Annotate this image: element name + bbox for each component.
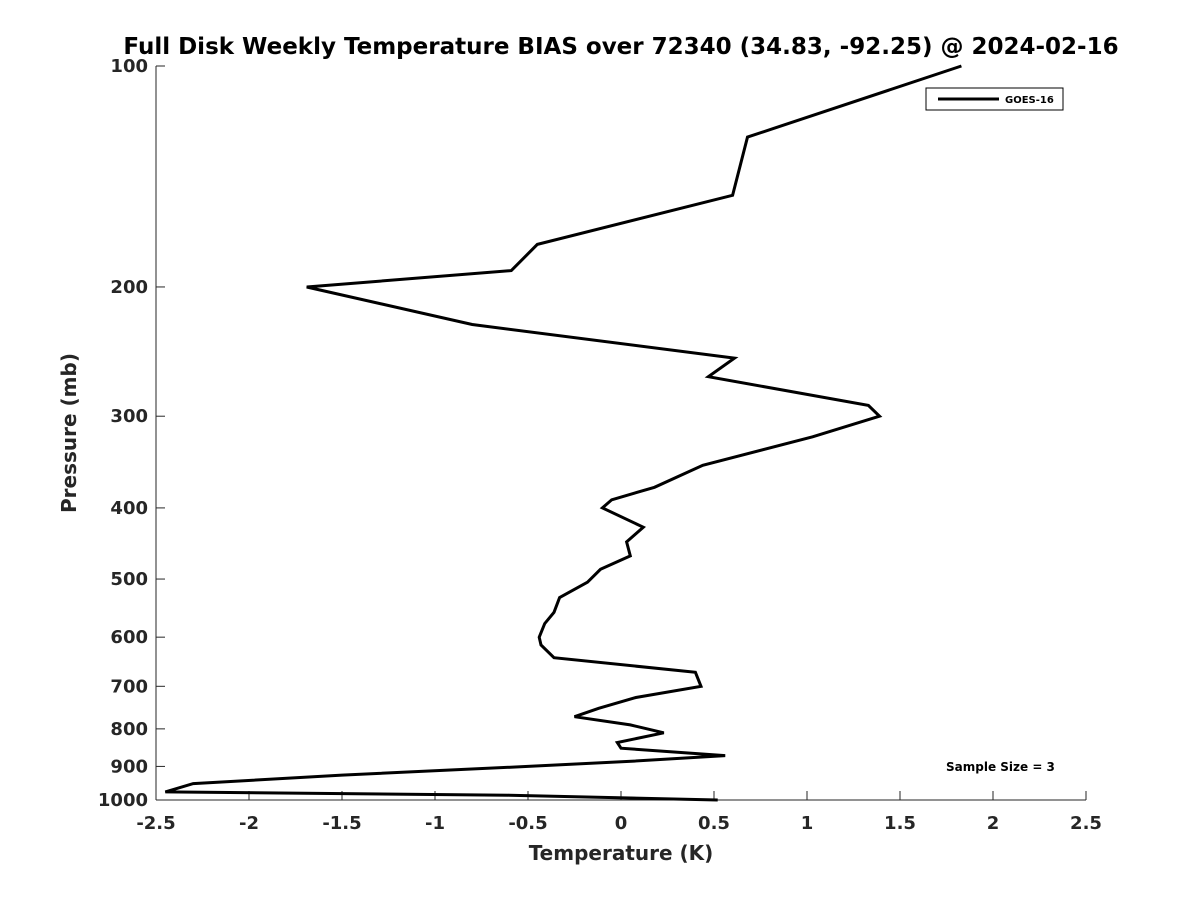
sample-size-annotation: Sample Size = 3 [946,760,1055,774]
series-line-goes-16 [164,64,962,802]
y-tick-label: 300 [110,406,148,427]
x-tick-label: 1 [801,813,814,834]
x-tick-label: -0.5 [508,813,547,834]
x-tick-label: 2 [987,813,1000,834]
y-tick-label: 200 [110,277,148,298]
legend-label-goes-16: GOES-16 [1005,95,1054,106]
y-axis-label: Pressure (mb) [57,353,81,513]
y-tick-label: 1000 [98,790,148,811]
x-ticks: -2.5 -2 -1.5 -1 -0.5 0 0.5 1 1.5 2 2.5 [136,791,1102,834]
series-layer [164,64,962,802]
x-tick-label: 2.5 [1070,813,1102,834]
x-axis-label: Temperature (K) [529,841,714,865]
x-tick-label: -1 [425,813,445,834]
chart-title: Full Disk Weekly Temperature BIAS over 7… [123,34,1118,60]
y-tick-label: 700 [110,676,148,697]
legend: GOES-16 [925,87,1064,111]
y-tick-label: 400 [110,498,148,519]
x-tick-label: -1.5 [322,813,361,834]
y-tick-label: 500 [110,569,148,590]
x-tick-label: 1.5 [884,813,916,834]
y-ticks: 100 200 300 400 500 600 700 800 900 1000 [98,56,165,811]
y-tick-label: 600 [110,627,148,648]
y-tick-label: 900 [110,756,148,777]
plot-area: -2.5 -2 -1.5 -1 -0.5 0 0.5 1 1.5 2 2.5 100 200 300 40… [98,56,1102,834]
y-tick-label: 800 [110,719,148,740]
x-tick-label: -2.5 [136,813,175,834]
x-tick-label: 0.5 [698,813,730,834]
y-tick-label: 100 [110,56,148,77]
x-tick-label: -2 [239,813,259,834]
x-tick-label: 0 [615,813,628,834]
